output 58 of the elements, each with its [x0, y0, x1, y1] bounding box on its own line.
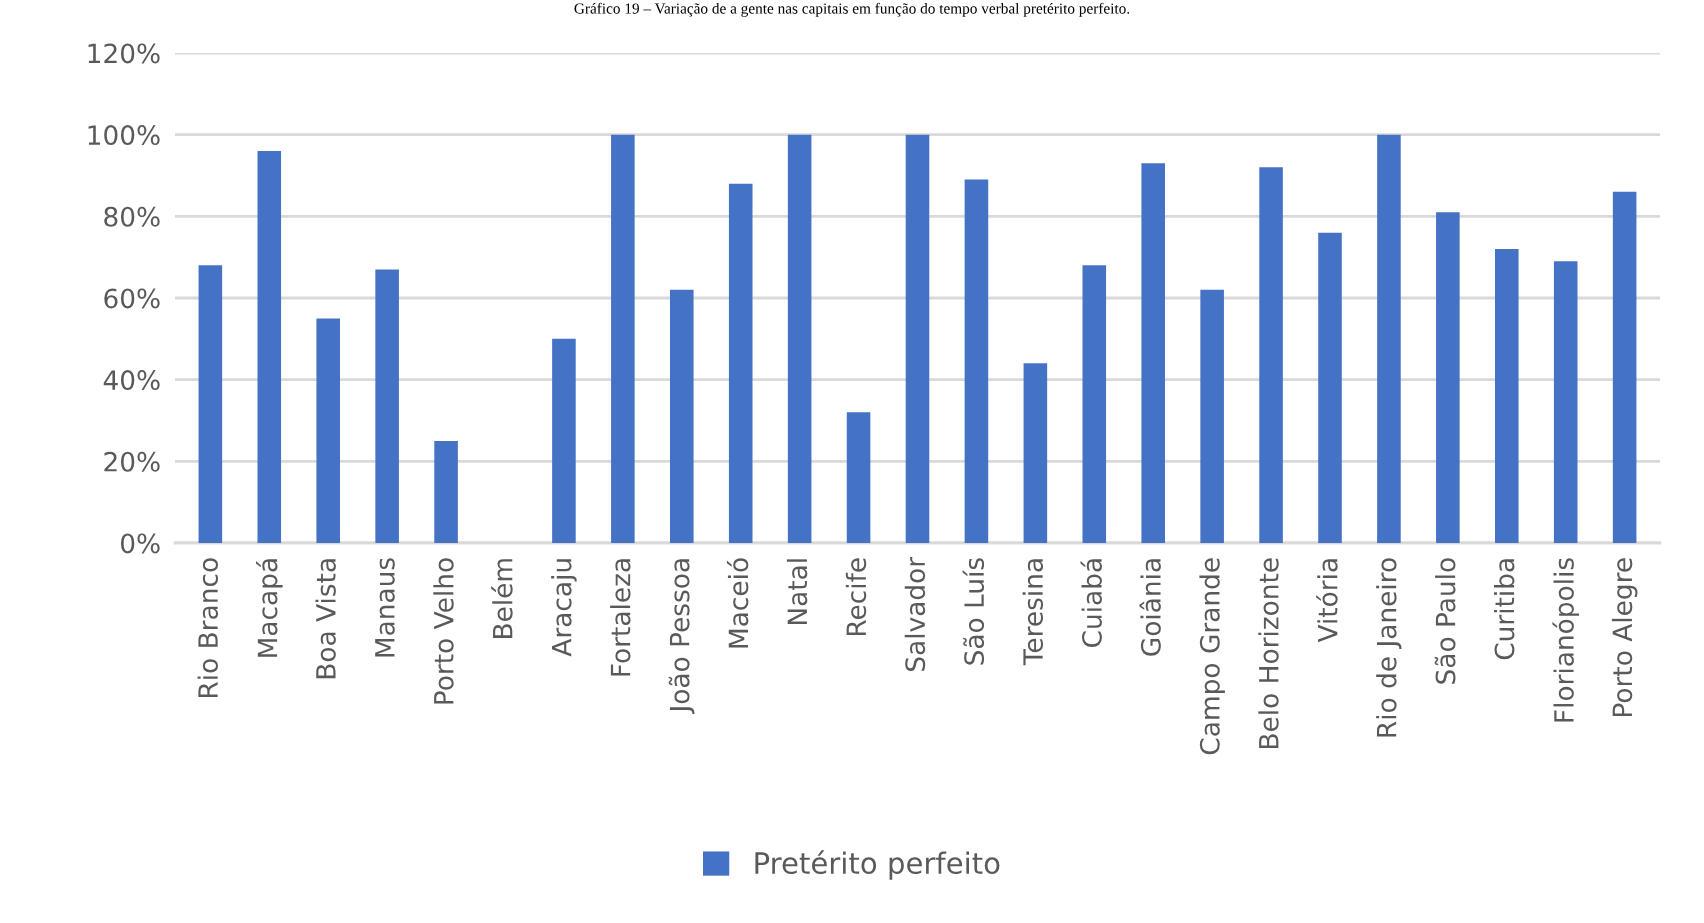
x-tick-label: Aracaju: [551, 559, 577, 657]
x-tick-label: Rio Branco: [197, 558, 219, 698]
legend-label: Pretérito perfeito: [755, 850, 1000, 880]
y-tick-label: 80%: [104, 206, 160, 227]
x-tick-label: Campo Grande: [1199, 558, 1225, 755]
y-tick-label: 20%: [104, 451, 160, 472]
bar: [1612, 191, 1637, 543]
x-tick-label: São Luís: [962, 558, 985, 665]
x-tick-label: Manaus: [375, 558, 395, 657]
x-tick-label: Natal: [786, 559, 808, 625]
x-tick-label: Macapá: [255, 559, 283, 657]
y-tick-label: 40%: [103, 370, 160, 391]
x-tick-label: Belo Horizonte: [1258, 558, 1279, 748]
bar: [1200, 289, 1224, 543]
x-tick-label: Florianópolis: [1552, 558, 1580, 722]
x-tick-label: João Pessoa: [668, 559, 695, 714]
bar: [1259, 167, 1283, 543]
bar: [670, 289, 694, 543]
y-tick-label: 0%: [120, 533, 160, 554]
x-tick-label: Curitiba: [1494, 559, 1515, 660]
bar: [552, 338, 576, 543]
x-tick-label: Rio de Janeiro: [1376, 558, 1402, 737]
bar: [787, 134, 812, 543]
x-tick-label: Salvador: [904, 556, 926, 671]
x-tick-label: Vitória: [1316, 559, 1338, 643]
bar: [198, 265, 223, 543]
x-tick-label: Teresina: [1022, 559, 1044, 666]
x-tick-label: Goiânia: [1139, 559, 1161, 656]
y-tick-label: 120%: [88, 43, 160, 64]
x-tick-label: Recife: [845, 558, 867, 636]
chart-title: Gráfico 19 – Variação de a gente nas capitais em função do tempo verbal pretérito perfeito.: [574, 2, 1130, 17]
bar: [1141, 163, 1165, 543]
y-tick-label: 60%: [104, 288, 160, 309]
bar: [257, 151, 282, 543]
bar: [434, 440, 458, 543]
bar: [1553, 261, 1578, 543]
bar: [1023, 363, 1048, 543]
bar: [1495, 249, 1519, 543]
bar: [375, 269, 399, 543]
bar: [611, 134, 635, 543]
x-tick-label: Porto Alegre: [1611, 558, 1638, 716]
bar: [1318, 232, 1342, 543]
bar: [964, 179, 989, 543]
bar: [316, 318, 340, 543]
x-tick-label: Maceió: [726, 558, 749, 648]
bar: [1082, 265, 1107, 543]
x-tick-label: Fortaleza: [610, 559, 631, 676]
bar: [846, 412, 871, 543]
bar: [728, 183, 753, 543]
x-tick-label: São Paulo: [1434, 558, 1456, 684]
bar: [1377, 134, 1401, 543]
x-tick-label: Belém: [491, 559, 513, 638]
bar: [905, 134, 930, 543]
y-tick-label: 100%: [88, 125, 160, 146]
x-tick-label: Cuiabá: [1080, 559, 1102, 647]
x-tick-label: Boa Vista: [315, 559, 336, 679]
bar: [1436, 212, 1460, 543]
x-tick-label: Porto Velho: [433, 558, 454, 704]
